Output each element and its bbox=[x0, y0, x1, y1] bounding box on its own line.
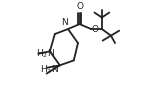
Text: O: O bbox=[91, 25, 98, 34]
Text: H$_2$N: H$_2$N bbox=[40, 63, 59, 76]
Text: N: N bbox=[61, 18, 68, 27]
Text: O: O bbox=[76, 2, 83, 11]
Text: H$_2$N: H$_2$N bbox=[36, 48, 55, 60]
